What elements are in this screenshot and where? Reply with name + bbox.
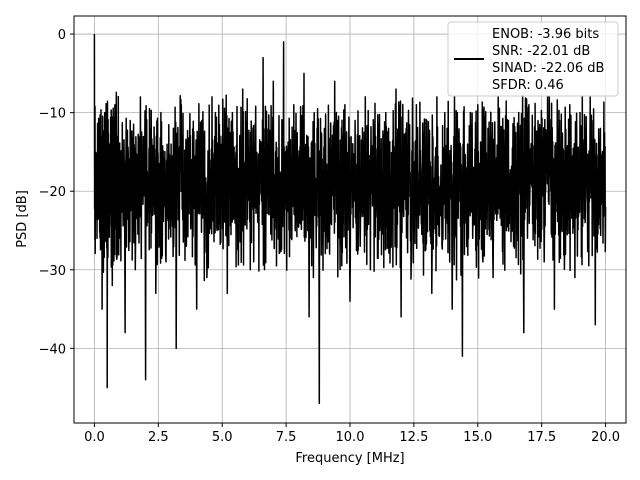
x-axis-ticks: 0.0 2.5 5.0 7.5 10.0 12.5 15.0 17.5 20.0 (84, 423, 620, 445)
psd-series-line (93, 34, 607, 405)
legend-box (447, 21, 619, 97)
legend: ENOB: -3.96 bits SNR: -22.01 dB SINAD: -… (447, 21, 619, 97)
legend-entry: SFDR: 0.46 (492, 78, 564, 93)
y-tick-label: 0 (58, 28, 66, 43)
legend-entry: SINAD: -22.06 dB (492, 61, 604, 76)
legend-entry: ENOB: -3.96 bits (492, 27, 599, 42)
x-tick-label: 20.0 (591, 430, 620, 445)
y-tick-label: −20 (39, 185, 66, 200)
x-tick-label: 7.5 (276, 430, 297, 445)
x-tick-label: 0.0 (84, 430, 105, 445)
x-tick-label: 2.5 (148, 430, 169, 445)
y-axis-ticks: 0 −10 −20 −30 −40 (39, 28, 74, 357)
legend-entry: SNR: -22.01 dB (492, 44, 590, 59)
x-tick-label: 17.5 (527, 430, 556, 445)
y-axis-label: PSD [dB] (15, 190, 30, 248)
y-tick-label: −10 (39, 107, 66, 122)
y-tick-label: −40 (39, 342, 66, 357)
x-tick-label: 5.0 (212, 430, 233, 445)
x-tick-label: 15.0 (463, 430, 492, 445)
series-layer (93, 34, 607, 405)
x-tick-label: 10.0 (336, 430, 365, 445)
x-tick-label: 12.5 (399, 430, 428, 445)
x-axis-label: Frequency [MHz] (295, 451, 404, 466)
y-tick-label: −30 (39, 264, 66, 279)
